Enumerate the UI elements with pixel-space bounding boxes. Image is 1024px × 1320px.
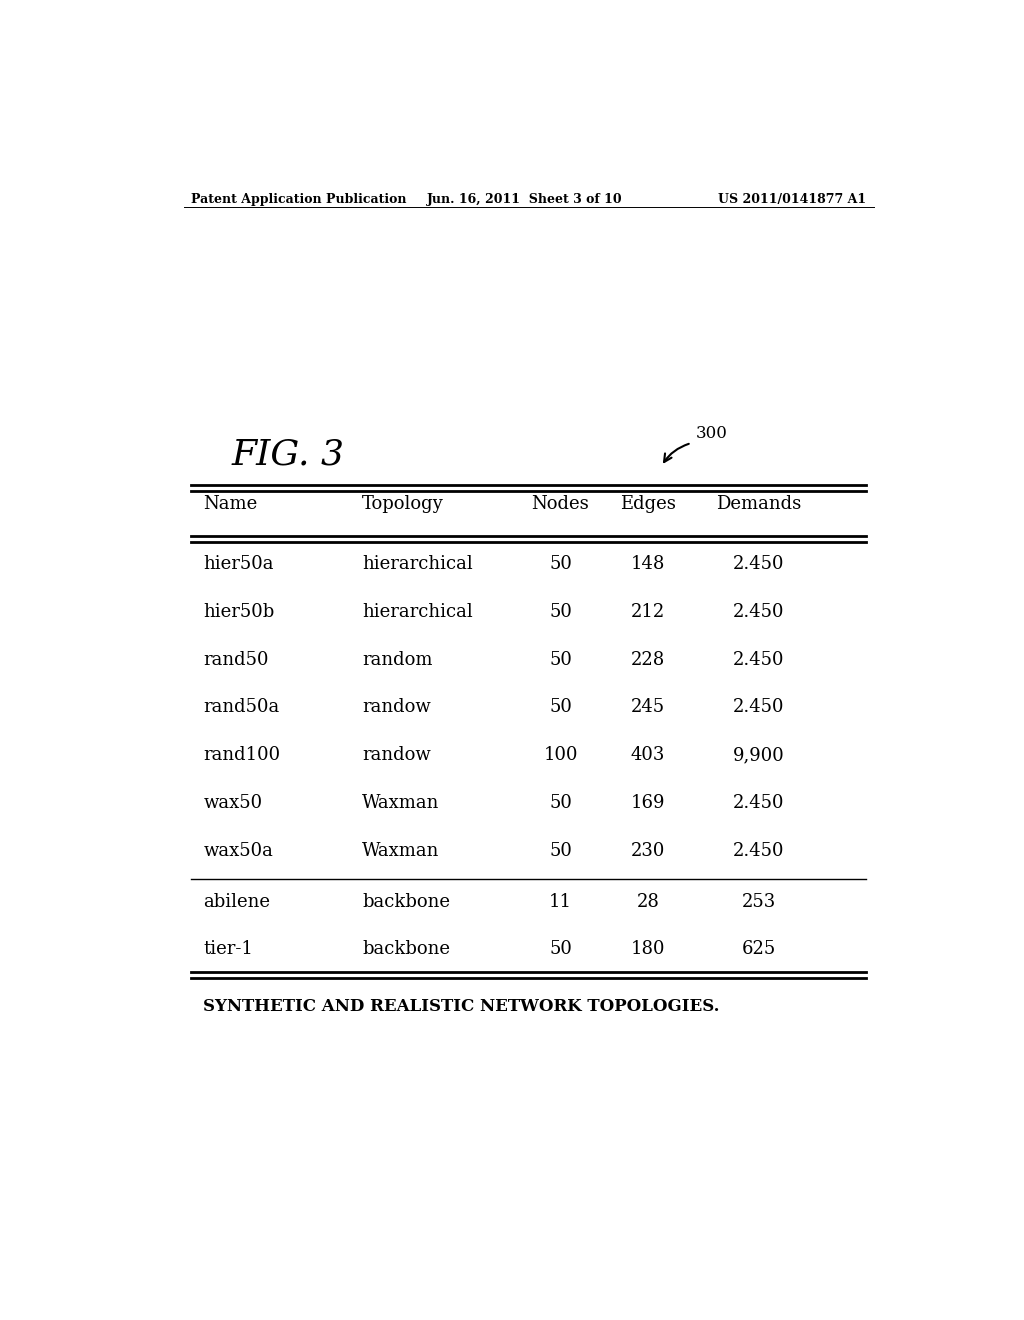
Text: 148: 148 [631,556,665,573]
Text: 212: 212 [631,603,665,620]
Text: Demands: Demands [716,495,802,513]
Text: 2.450: 2.450 [733,698,784,717]
Text: 2.450: 2.450 [733,842,784,859]
Text: rand50: rand50 [204,651,269,669]
Text: 403: 403 [631,746,665,764]
Text: backbone: backbone [362,940,451,958]
Text: 9,900: 9,900 [733,746,784,764]
Text: 625: 625 [741,940,776,958]
Text: hier50a: hier50a [204,556,273,573]
Text: 50: 50 [549,842,572,859]
Text: Patent Application Publication: Patent Application Publication [191,193,407,206]
Text: wax50: wax50 [204,795,262,812]
Text: randow: randow [362,746,431,764]
Text: 2.450: 2.450 [733,651,784,669]
Text: hier50b: hier50b [204,603,274,620]
Text: rand50a: rand50a [204,698,280,717]
Text: 28: 28 [636,892,659,911]
Text: hierarchical: hierarchical [362,556,473,573]
Text: 50: 50 [549,795,572,812]
Text: SYNTHETIC AND REALISTIC NETWORK TOPOLOGIES.: SYNTHETIC AND REALISTIC NETWORK TOPOLOGI… [204,998,720,1015]
Text: Topology: Topology [362,495,443,513]
Text: rand100: rand100 [204,746,281,764]
Text: tier-1: tier-1 [204,940,253,958]
Text: 2.450: 2.450 [733,556,784,573]
Text: Edges: Edges [620,495,676,513]
Text: Waxman: Waxman [362,842,439,859]
Text: 50: 50 [549,603,572,620]
Text: 100: 100 [544,746,578,764]
Text: backbone: backbone [362,892,451,911]
Text: 2.450: 2.450 [733,795,784,812]
Text: US 2011/0141877 A1: US 2011/0141877 A1 [718,193,866,206]
Text: random: random [362,651,432,669]
Text: Jun. 16, 2011  Sheet 3 of 10: Jun. 16, 2011 Sheet 3 of 10 [427,193,623,206]
Text: 245: 245 [631,698,665,717]
Text: 11: 11 [549,892,572,911]
Text: 180: 180 [631,940,665,958]
Text: FIG. 3: FIG. 3 [231,438,344,473]
Text: Waxman: Waxman [362,795,439,812]
Text: wax50a: wax50a [204,842,273,859]
Text: abilene: abilene [204,892,270,911]
Text: 169: 169 [631,795,665,812]
Text: Name: Name [204,495,258,513]
Text: 50: 50 [549,651,572,669]
Text: 230: 230 [631,842,665,859]
Text: Nodes: Nodes [531,495,590,513]
Text: 50: 50 [549,698,572,717]
Text: 2.450: 2.450 [733,603,784,620]
Text: 253: 253 [741,892,776,911]
Text: 50: 50 [549,940,572,958]
Text: 300: 300 [695,425,727,442]
Text: 50: 50 [549,556,572,573]
Text: randow: randow [362,698,431,717]
Text: hierarchical: hierarchical [362,603,473,620]
Text: 228: 228 [631,651,665,669]
